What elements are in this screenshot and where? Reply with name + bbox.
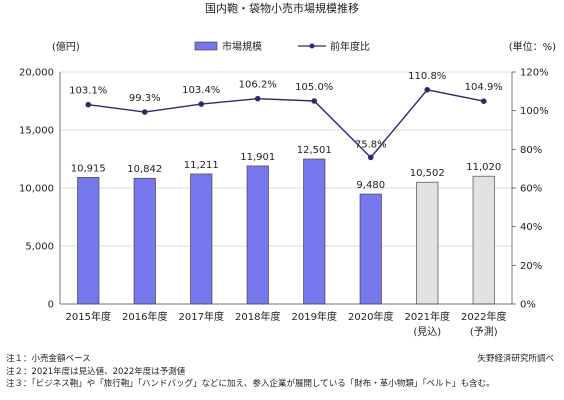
left-axis-tick-label: 15,000 [19, 126, 54, 137]
note-1: 注１：小売金額ベース [6, 354, 91, 364]
x-axis-tick-label: 2020年度 [348, 310, 393, 323]
x-axis-category-note: (予測) [470, 325, 498, 338]
line-point [198, 101, 205, 107]
x-axis-tick-label: 2016年度 [122, 310, 167, 323]
x-axis-tick-label: 2021年度 [405, 310, 450, 323]
x-axis-tick-label: 2022年度 [461, 310, 506, 323]
right-axis-tick-label: 20% [520, 261, 542, 272]
legend-swatch-bars [194, 41, 218, 51]
left-axis-tick-label: 5,000 [25, 242, 54, 253]
legend-label-bars: 市場規模 [222, 40, 262, 53]
x-axis-category-note: (見込) [413, 326, 441, 338]
right-axis-unit-label: (単位：%) [509, 40, 556, 53]
bar-value-label: 10,502 [410, 168, 445, 179]
line-point [254, 95, 261, 102]
line-value-label: 99.3% [129, 93, 161, 104]
chart-svg: 国内鞄・袋物小売市場規模推移 (億円) (単位：%) 市場規模 前年度比 0 5,… [19, 1, 556, 339]
bar-value-label: 11,020 [466, 162, 501, 173]
bar-value-label: 12,501 [297, 145, 332, 156]
bar [472, 175, 495, 305]
line-point [311, 98, 318, 104]
bar-value-label: 10,915 [71, 163, 106, 174]
right-axis-tick-label: 0% [520, 300, 536, 311]
bar [303, 158, 326, 305]
chart-title: 国内鞄・袋物小売市場規模推移 [205, 1, 359, 15]
line-point [424, 86, 431, 93]
bar [133, 177, 156, 305]
right-axis-tick-label: 80% [520, 145, 542, 156]
right-axis-tick-label: 100% [520, 106, 549, 117]
left-axis-unit-label: (億円) [52, 40, 80, 53]
line-value-label: 103.4% [182, 85, 220, 96]
x-axis-tick-label: 2017年度 [179, 310, 224, 323]
bar [359, 193, 382, 305]
bar [246, 165, 269, 305]
right-axis-tick-label: 120% [520, 68, 549, 79]
line-series [85, 86, 487, 161]
line-value-label: 103.1% [69, 86, 107, 97]
axes: 0 5,000 10,000 15,000 20,000 0% 20% 40% 60% 80% 10… [19, 68, 549, 339]
x-axis-tick-label: 2015年度 [66, 310, 111, 323]
bar [416, 181, 439, 305]
right-axis-tick-label: 40% [520, 222, 542, 233]
chart-legend: 市場規模 前年度比 [194, 40, 370, 53]
line-value-label: 75.8% [355, 139, 387, 150]
line-point [480, 98, 487, 104]
legend-label-line: 前年度比 [330, 40, 370, 53]
legend-marker-line [309, 43, 315, 49]
x-axis-tick-label: 2019年度 [292, 310, 337, 323]
line-point [85, 101, 92, 108]
bar-value-label: 11,901 [240, 152, 275, 163]
line-value-label: 110.8% [408, 71, 446, 82]
bar [190, 173, 213, 305]
bar [77, 177, 100, 305]
line-path [88, 89, 484, 159]
left-axis-tick-label: 0 [48, 300, 54, 311]
bar-value-label: 9,480 [356, 180, 385, 191]
gridlines [60, 71, 512, 305]
bar-value-label: 10,842 [127, 164, 162, 175]
right-axis-tick-label: 60% [520, 184, 542, 195]
bar-value-label: 11,211 [184, 160, 219, 171]
line-value-label: 106.2% [239, 80, 277, 91]
x-axis-tick-label: 2018年度 [235, 310, 280, 323]
note-2: 注２：2021年度は見込値、2022年度は予測値 [6, 366, 186, 377]
data-labels: 10,915 10,842 11,211 11,901 12,501 9,480 10,50… [69, 71, 503, 191]
left-axis-tick-label: 10,000 [19, 184, 54, 195]
left-axis-tick-label: 20,000 [19, 68, 54, 79]
line-value-label: 105.0% [295, 82, 333, 93]
line-point [141, 109, 148, 115]
line-point [367, 154, 374, 161]
chart-notes: 注１：小売金額ベース 注２：2021年度は見込値、2022年度は予測値 注３：「… [6, 353, 558, 391]
note-3: 注３：「ビジネス鞄」や「旅行鞄」「ハンドバッグ」などに加え、参入企業が展開してい… [6, 379, 495, 389]
line-value-label: 104.9% [465, 82, 503, 93]
source-credit: 矢野経済研究所調べ [477, 354, 554, 364]
bar-series [77, 158, 495, 305]
